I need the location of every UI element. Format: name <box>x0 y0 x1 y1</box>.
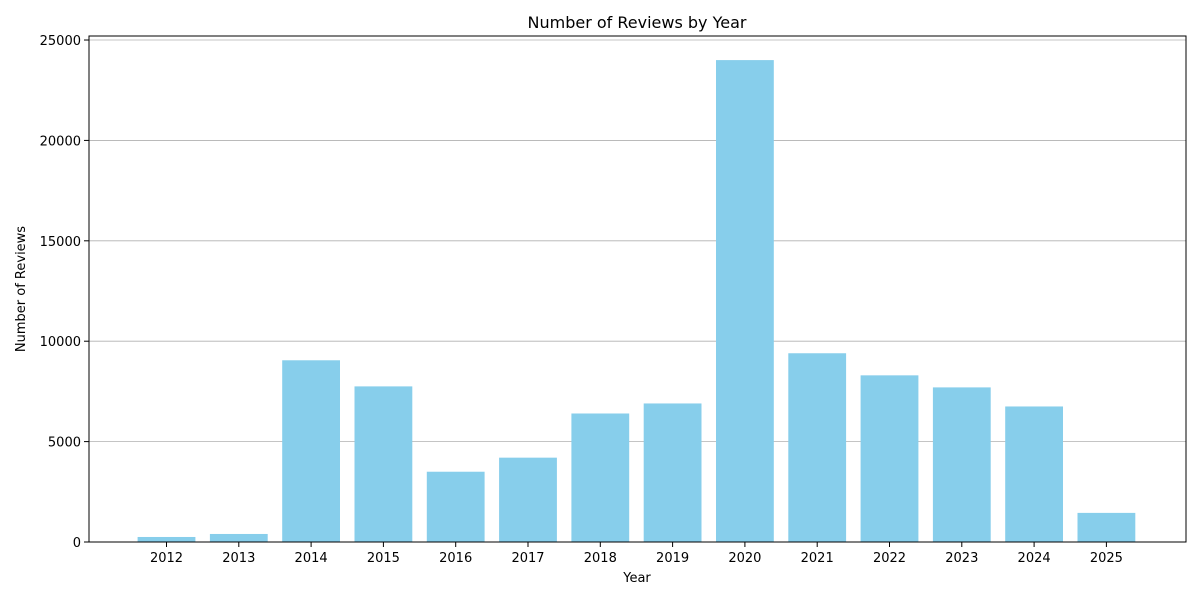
x-tick-label: 2016 <box>439 551 472 566</box>
y-tick-label: 10000 <box>40 335 81 350</box>
bar-2012 <box>137 536 196 542</box>
y-tick-label: 20000 <box>40 134 81 149</box>
y-tick-label: 5000 <box>48 436 81 451</box>
x-tick-label: 2015 <box>367 551 400 566</box>
bar-2017 <box>499 457 557 542</box>
bar-2025 <box>1077 512 1136 542</box>
chart-title: Number of Reviews by Year <box>528 13 747 32</box>
plot-frame <box>88 35 1187 543</box>
x-tick-label: 2022 <box>873 551 906 566</box>
y-axis: 0 5000 10000 15000 20000 25000 <box>40 34 89 551</box>
y-tick-label: 25000 <box>40 34 81 49</box>
x-tick-label: 2019 <box>656 551 689 566</box>
y-axis-label: Number of Reviews <box>14 226 29 352</box>
x-tick-label: 2014 <box>295 551 328 566</box>
bar-2014 <box>282 360 340 542</box>
bar-2023 <box>932 387 991 542</box>
x-tick-label: 2021 <box>801 551 834 566</box>
x-tick-label: 2025 <box>1090 551 1123 566</box>
bars <box>137 60 1136 542</box>
x-tick-label: 2018 <box>584 551 617 566</box>
bar-2022 <box>860 375 919 542</box>
x-tick-label: 2013 <box>222 551 255 566</box>
bar-2021 <box>788 353 847 542</box>
bar-2013 <box>209 533 268 542</box>
x-tick-label: 2023 <box>945 551 978 566</box>
bar-2019 <box>643 403 702 542</box>
x-axis-label: Year <box>622 571 651 586</box>
y-tick-label: 0 <box>73 536 81 551</box>
x-tick-label: 2017 <box>511 551 544 566</box>
bar-2024 <box>1005 406 1063 542</box>
bar-2018 <box>571 413 630 542</box>
x-tick-label: 2024 <box>1018 551 1051 566</box>
y-tick-label: 15000 <box>40 235 81 250</box>
bar-2016 <box>426 471 485 542</box>
x-tick-label: 2012 <box>150 551 183 566</box>
x-tick-label: 2020 <box>728 551 761 566</box>
bar-2015 <box>354 386 413 542</box>
bar-2020 <box>716 60 774 542</box>
x-axis: 2012 2013 2014 2015 2016 2017 2018 2019 2020 2021… <box>150 542 1123 566</box>
